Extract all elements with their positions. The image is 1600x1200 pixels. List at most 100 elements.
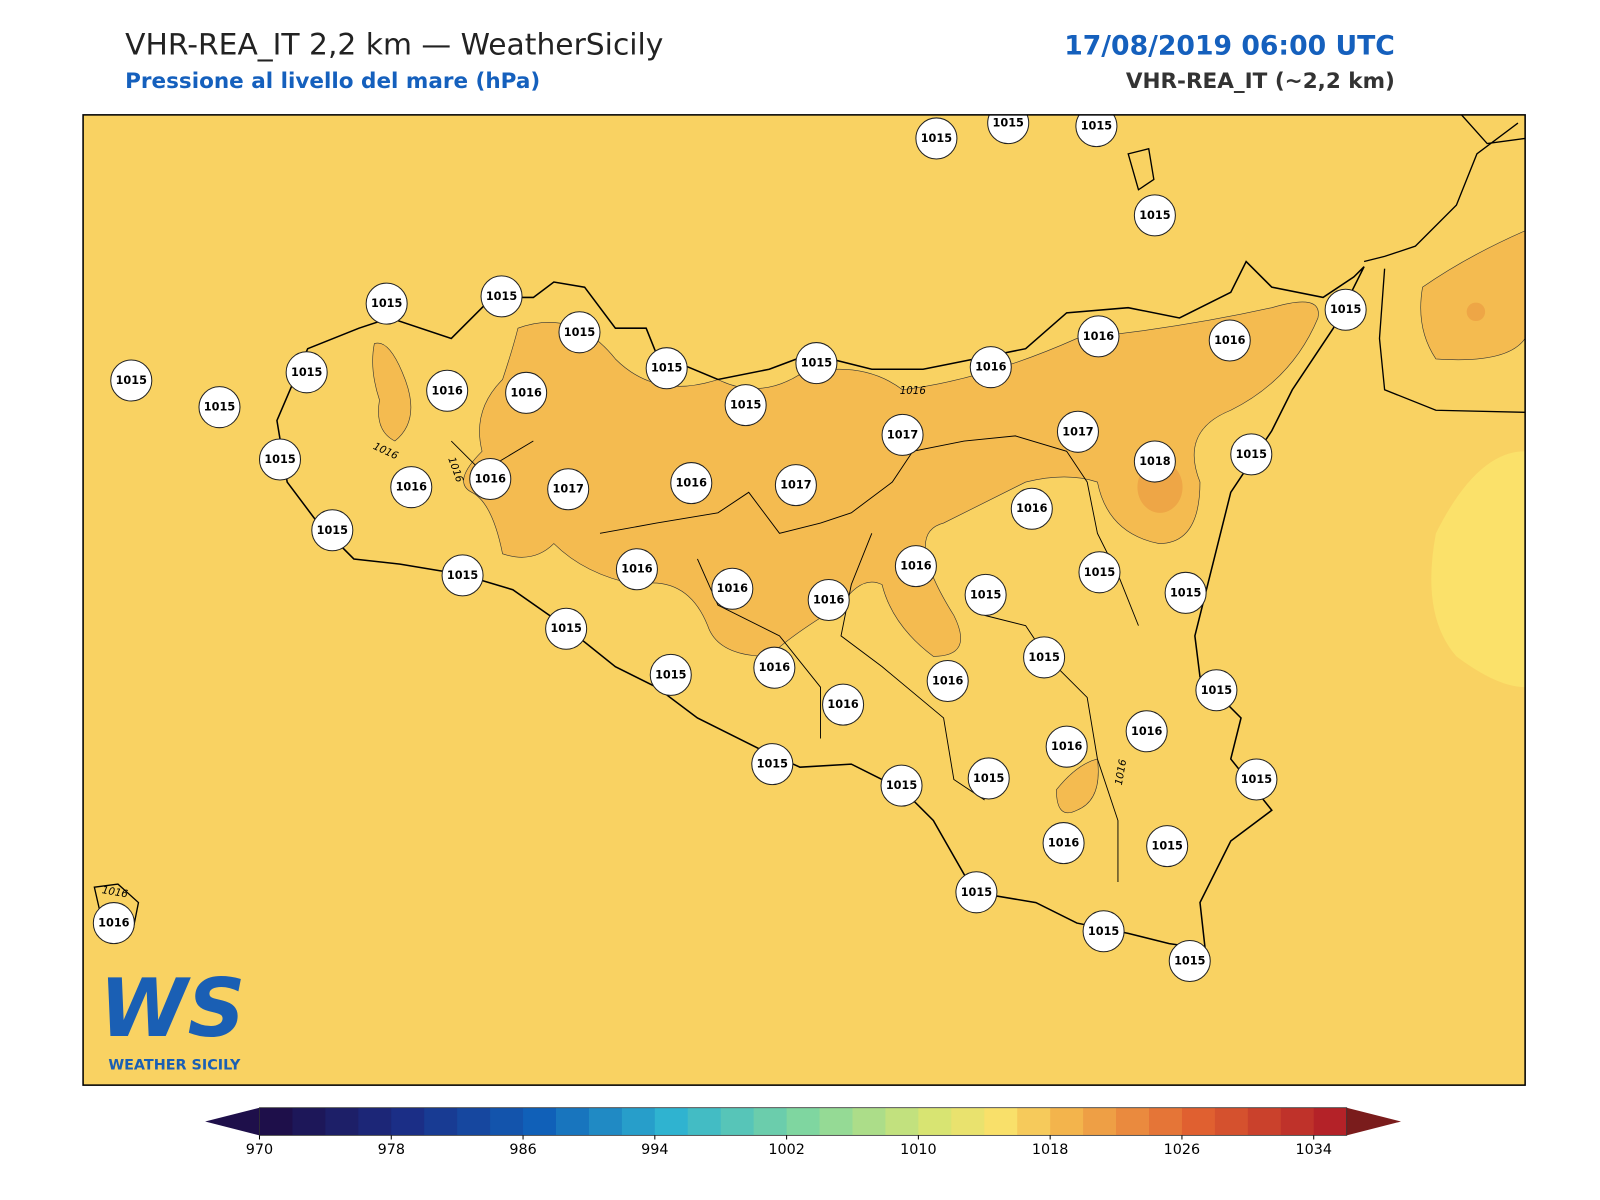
station: 1016	[670, 462, 713, 505]
station: 1015	[365, 282, 408, 325]
station-value: 1015	[1084, 566, 1116, 579]
station-marker	[1235, 758, 1278, 801]
station-marker	[670, 462, 713, 505]
station: 1016	[426, 369, 469, 412]
station-value: 1017	[553, 483, 584, 496]
station-value: 1015	[1236, 448, 1268, 461]
station-value: 1016	[1016, 502, 1048, 515]
station-marker	[1125, 710, 1168, 753]
colorbar-tick-label: 1026	[1164, 1142, 1201, 1158]
station-marker	[969, 346, 1012, 389]
station-marker	[967, 757, 1010, 800]
station-marker	[365, 282, 408, 325]
station-value: 1015	[886, 779, 918, 792]
station: 1016	[505, 371, 548, 414]
high-core	[1466, 302, 1486, 322]
station-value: 1015	[801, 357, 833, 370]
station: 1015	[441, 554, 484, 597]
station: 1015	[1146, 825, 1189, 868]
colorbar-cell	[1148, 1107, 1183, 1136]
station-marker	[1023, 636, 1066, 679]
station-marker	[711, 567, 754, 610]
station-marker	[1168, 940, 1211, 983]
station-value: 1016	[1051, 740, 1083, 753]
station: 1015	[1164, 571, 1207, 614]
colorbar-extend-low	[205, 1107, 260, 1136]
station-value: 1018	[1139, 455, 1171, 468]
station-value: 1015	[973, 772, 1005, 785]
colorbar-cell	[852, 1107, 886, 1136]
station: 1016	[469, 457, 512, 500]
station: 1015	[110, 359, 153, 402]
station-marker	[987, 114, 1030, 145]
station-value: 1015	[486, 290, 518, 303]
station: 1015	[649, 653, 692, 696]
station-value: 1015	[264, 453, 296, 466]
colorbar-tick-label: 1018	[1032, 1142, 1069, 1158]
colorbar-cell	[259, 1107, 293, 1136]
station: 1015	[1023, 636, 1066, 679]
station: 1016	[1045, 725, 1088, 768]
station: 1016	[822, 683, 865, 726]
colorbar-cell	[1017, 1107, 1051, 1136]
contour-label: 1016	[900, 385, 927, 397]
colorbar-cell	[885, 1107, 919, 1136]
station: 1016	[1077, 315, 1120, 358]
station: 1015	[724, 384, 767, 427]
station-value: 1016	[98, 917, 130, 930]
station-value: 1015	[1170, 586, 1202, 599]
map-frame	[82, 114, 1526, 1086]
coastline	[93, 114, 1526, 929]
station-value: 1016	[1214, 334, 1246, 347]
station-marker	[285, 351, 328, 394]
station-value: 1015	[1330, 303, 1362, 316]
station-value: 1015	[1174, 955, 1206, 968]
station-value: 1016	[1048, 837, 1080, 850]
station: 1015	[1133, 194, 1176, 237]
station: 1015	[558, 311, 601, 354]
station-marker	[469, 457, 512, 500]
station-marker	[558, 311, 601, 354]
station: 1016	[1125, 710, 1168, 753]
station-marker	[724, 384, 767, 427]
colorbar-cell	[687, 1107, 722, 1136]
station-marker	[795, 342, 838, 385]
station-marker	[645, 347, 688, 390]
station-marker	[926, 660, 969, 703]
station: 1015	[795, 342, 838, 385]
station: 1015	[645, 347, 688, 390]
station-marker	[426, 369, 469, 412]
station-value: 1016	[396, 481, 428, 494]
datetime: 17/08/2019 06:00 UTC	[1064, 30, 1395, 61]
station-value: 1017	[887, 428, 918, 441]
station-value: 1017	[780, 479, 811, 492]
colorbar-cell	[720, 1107, 755, 1136]
station-marker	[822, 683, 865, 726]
station: 1015	[480, 275, 523, 318]
map: 1015 1015 1015 1015 1015 1015 1015 1015 1015 1015…	[83, 114, 1526, 1086]
station-marker	[1075, 114, 1118, 148]
station: 1015	[258, 438, 302, 481]
low-area	[1431, 451, 1526, 688]
station: 1015	[1168, 940, 1211, 983]
station-marker	[1042, 822, 1085, 865]
station: 1015	[1082, 910, 1125, 953]
station-marker	[894, 545, 937, 588]
station-marker	[1146, 825, 1189, 868]
contour-area	[463, 301, 1319, 657]
title: VHR-REA_IT 2,2 km — WeatherSicily	[125, 27, 663, 62]
station-marker	[1056, 410, 1099, 453]
colorbar-cell	[951, 1107, 985, 1136]
station: 1015	[1324, 288, 1367, 331]
station-marker	[1082, 910, 1125, 953]
station-marker	[955, 871, 998, 914]
station-value: 1015	[655, 668, 687, 681]
colorbar-cell	[819, 1107, 854, 1136]
colorbar-cell	[523, 1107, 557, 1136]
contour-area	[372, 342, 412, 442]
station-marker	[649, 653, 692, 696]
station-value: 1015	[1088, 925, 1120, 938]
colorbar-tick-label: 978	[378, 1142, 405, 1158]
station-value: 1015	[961, 886, 993, 899]
logo-mark: WS	[99, 962, 245, 1055]
